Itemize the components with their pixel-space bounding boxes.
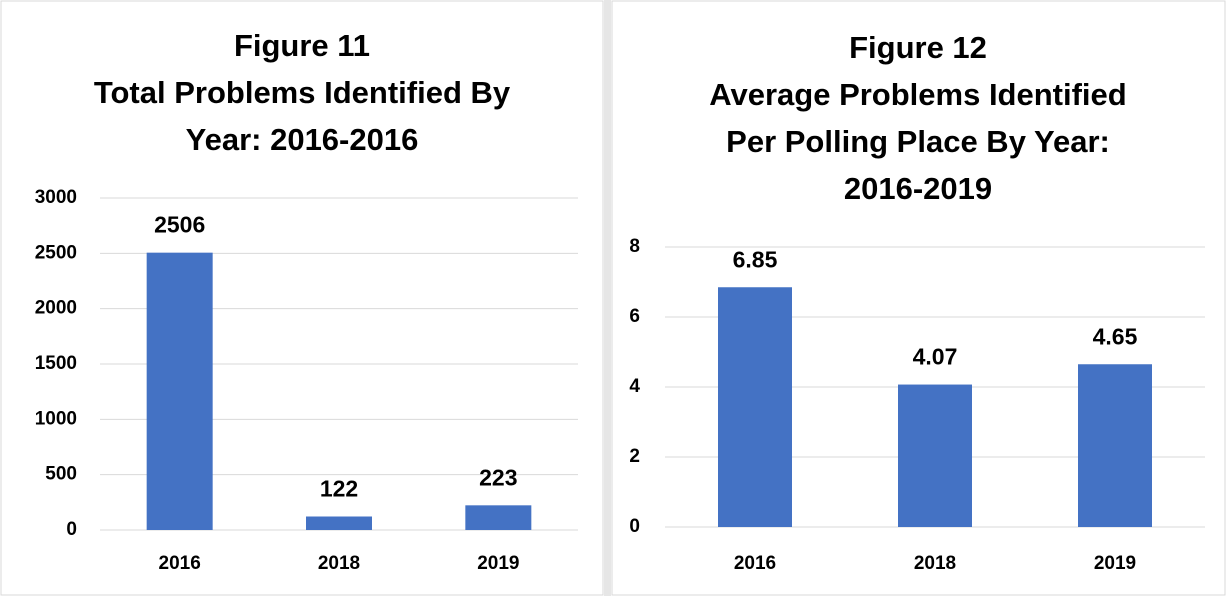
chart-title: Year: 2016-2016 (186, 122, 419, 157)
y-tick-label: 2000 (35, 298, 77, 319)
bar (465, 505, 532, 530)
panel (0, 0, 604, 596)
y-tick-label: 0 (629, 516, 640, 537)
x-tick-label: 2019 (1094, 553, 1136, 574)
chart-title: 2016-2019 (844, 171, 992, 206)
chart-title: Total Problems Identified By (94, 75, 511, 110)
y-tick-label: 2 (629, 446, 640, 467)
y-tick-label: 6 (629, 306, 640, 327)
y-tick-label: 3000 (35, 187, 77, 208)
y-tick-label: 8 (629, 236, 640, 257)
bar (718, 287, 792, 527)
y-tick-label: 500 (45, 464, 77, 485)
data-label: 6.85 (733, 246, 778, 272)
chart-title: Figure 11 (234, 28, 370, 63)
y-tick-label: 1000 (35, 408, 77, 429)
bar (306, 516, 372, 530)
y-tick-label: 4 (629, 376, 640, 397)
x-tick-label: 2019 (477, 553, 519, 574)
bar (1078, 364, 1152, 527)
chart-title: Per Polling Place By Year: (726, 124, 1110, 159)
y-tick-label: 0 (66, 519, 77, 540)
x-tick-label: 2018 (914, 553, 956, 574)
y-tick-label: 1500 (35, 353, 77, 374)
chart-title: Average Problems Identified (709, 77, 1126, 112)
data-label: 2506 (154, 212, 205, 238)
y-tick-label: 2500 (35, 242, 77, 263)
data-label: 223 (479, 464, 517, 490)
bar (146, 252, 213, 531)
x-tick-label: 2018 (318, 553, 360, 574)
divider (604, 0, 611, 596)
data-label: 4.65 (1093, 323, 1138, 349)
bar (898, 384, 972, 527)
data-label: 122 (320, 476, 358, 502)
chart-title: Figure 12 (849, 30, 987, 65)
x-tick-label: 2016 (159, 553, 201, 574)
data-label: 4.07 (913, 344, 958, 370)
x-tick-label: 2016 (734, 553, 776, 574)
